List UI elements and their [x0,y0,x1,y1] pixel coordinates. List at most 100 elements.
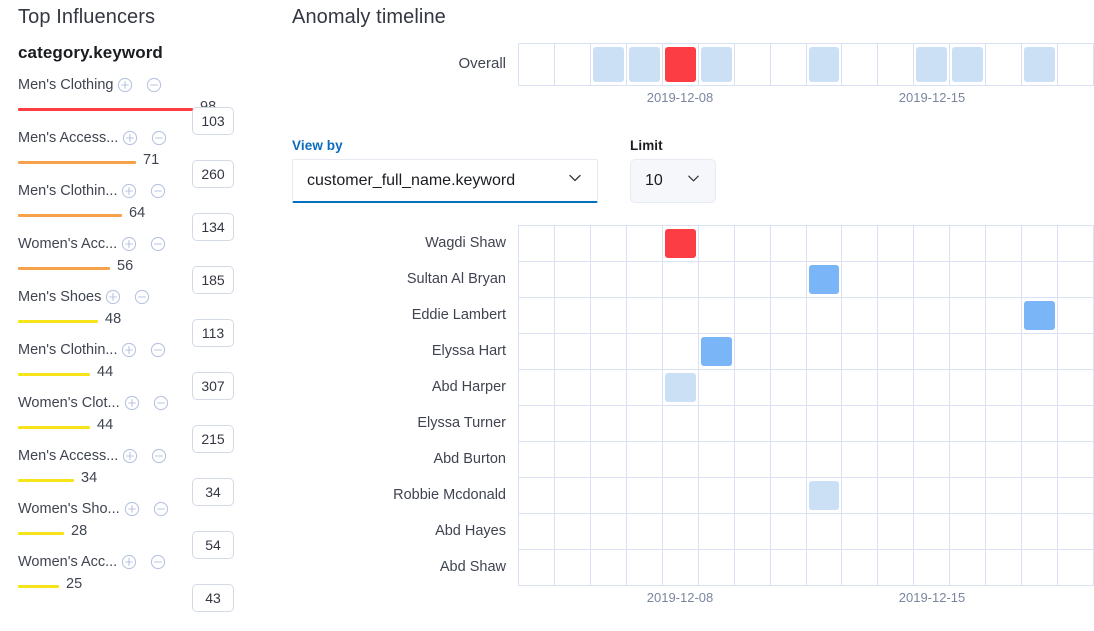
heatmap-cell[interactable] [626,370,663,406]
heatmap-cell[interactable] [519,44,555,86]
heatmap-cell[interactable] [950,514,987,550]
plus-circle-icon[interactable] [121,342,137,358]
heatmap-cell[interactable] [986,442,1023,478]
heatmap-cell[interactable] [519,478,555,514]
heatmap-cell[interactable] [842,442,879,478]
heatmap-cell[interactable] [698,370,735,406]
heatmap-cell[interactable] [590,226,627,262]
heatmap-cell[interactable] [806,442,843,478]
heatmap-cell[interactable] [626,478,663,514]
heatmap-cell[interactable] [842,406,879,442]
heatmap-cell[interactable] [734,550,771,586]
heatmap-cell[interactable] [554,478,591,514]
heatmap-cell[interactable] [914,334,951,370]
plus-circle-icon[interactable] [105,289,121,305]
heatmap-grid[interactable] [518,225,1094,586]
heatmap-cell[interactable] [986,298,1023,334]
heatmap-cell[interactable] [950,298,987,334]
heatmap-cell[interactable] [1058,298,1094,334]
heatmap-cell[interactable] [878,514,915,550]
heatmap-cell[interactable] [914,406,951,442]
heatmap-cell[interactable] [986,514,1023,550]
heatmap-cell[interactable] [1022,262,1059,298]
heatmap-cell[interactable] [734,298,771,334]
heatmap-cell[interactable] [662,226,699,262]
heatmap-cell[interactable] [986,406,1023,442]
heatmap-cell[interactable] [1022,226,1059,262]
heatmap-cell[interactable] [1058,550,1094,586]
heatmap-cell[interactable] [626,442,663,478]
heatmap-cell[interactable] [1022,298,1059,334]
minus-circle-icon[interactable] [150,183,166,199]
heatmap-cell[interactable] [698,262,735,298]
plus-circle-icon[interactable] [122,448,138,464]
heatmap-cell[interactable] [1022,478,1059,514]
minus-circle-icon[interactable] [153,395,169,411]
heatmap-cell[interactable] [878,298,915,334]
heatmap-cell[interactable] [590,44,627,86]
heatmap-cell[interactable] [1022,406,1059,442]
heatmap-cell[interactable] [842,478,879,514]
view-by-select[interactable]: customer_full_name.keyword [292,159,598,203]
plus-circle-icon[interactable] [124,501,140,517]
heatmap-cell[interactable] [914,44,951,86]
heatmap-cell[interactable] [842,370,879,406]
heatmap-cell[interactable] [519,262,555,298]
heatmap-cell[interactable] [519,226,555,262]
heatmap-cell[interactable] [1058,514,1094,550]
heatmap-cell[interactable] [770,262,807,298]
heatmap-cell[interactable] [806,262,843,298]
heatmap-cell[interactable] [806,406,843,442]
heatmap-cell[interactable] [986,226,1023,262]
plus-circle-icon[interactable] [121,183,137,199]
heatmap-cell[interactable] [626,226,663,262]
heatmap-cell[interactable] [1058,44,1094,86]
minus-circle-icon[interactable] [134,289,150,305]
heatmap-cell[interactable] [770,226,807,262]
heatmap-cell[interactable] [914,478,951,514]
minus-circle-icon[interactable] [151,130,167,146]
heatmap-cell[interactable] [878,226,915,262]
heatmap-cell[interactable] [806,44,843,86]
heatmap-cell[interactable] [950,550,987,586]
heatmap-cell[interactable] [878,370,915,406]
heatmap-cell[interactable] [878,550,915,586]
heatmap-cell[interactable] [734,442,771,478]
heatmap-cell[interactable] [842,262,879,298]
heatmap-cell[interactable] [914,262,951,298]
heatmap-cell[interactable] [1022,370,1059,406]
overall-grid[interactable] [518,43,1094,86]
heatmap-cell[interactable] [662,334,699,370]
heatmap-cell[interactable] [519,298,555,334]
heatmap-cell[interactable] [986,370,1023,406]
heatmap-cell[interactable] [662,298,699,334]
heatmap-cell[interactable] [986,334,1023,370]
heatmap-cell[interactable] [734,406,771,442]
heatmap-cell[interactable] [806,298,843,334]
heatmap-cell[interactable] [770,406,807,442]
heatmap-cell[interactable] [662,550,699,586]
heatmap-cell[interactable] [519,406,555,442]
heatmap-cell[interactable] [878,478,915,514]
heatmap-cell[interactable] [554,370,591,406]
heatmap-cell[interactable] [590,334,627,370]
heatmap-cell[interactable] [698,406,735,442]
minus-circle-icon[interactable] [150,342,166,358]
heatmap-cell[interactable] [1058,406,1094,442]
heatmap-cell[interactable] [1058,226,1094,262]
heatmap-cell[interactable] [878,442,915,478]
heatmap-cell[interactable] [950,478,987,514]
minus-circle-icon[interactable] [150,236,166,252]
heatmap-cell[interactable] [842,334,879,370]
heatmap-cell[interactable] [806,226,843,262]
heatmap-cell[interactable] [734,514,771,550]
heatmap-cell[interactable] [698,442,735,478]
heatmap-cell[interactable] [519,514,555,550]
heatmap-cell[interactable] [878,334,915,370]
heatmap-cell[interactable] [914,298,951,334]
heatmap-cell[interactable] [770,334,807,370]
heatmap-cell[interactable] [878,406,915,442]
heatmap-cell[interactable] [770,514,807,550]
heatmap-cell[interactable] [950,442,987,478]
heatmap-cell[interactable] [842,514,879,550]
